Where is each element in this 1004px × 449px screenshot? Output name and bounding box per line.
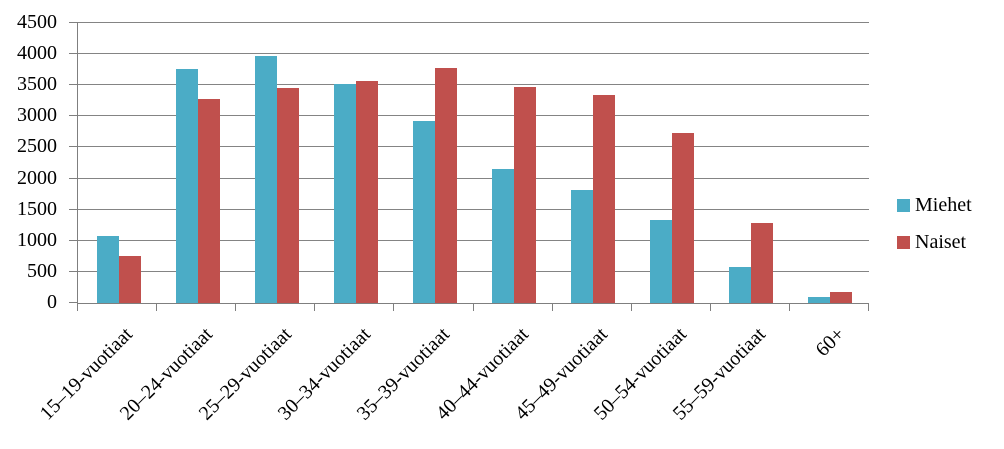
legend-item-naiset: Naiset	[897, 231, 972, 253]
gridline-3500	[78, 84, 869, 86]
x-tick-9	[788, 304, 790, 311]
bar-naiset-1	[118, 256, 141, 303]
x-tick-5	[472, 304, 474, 311]
y-tick-2000	[69, 177, 78, 179]
gridline-4000	[78, 53, 869, 55]
gridline-4500	[78, 22, 869, 23]
legend-item-miehet: Miehet	[897, 194, 972, 216]
x-tick-8	[709, 304, 711, 311]
y-tick-label-500: 500	[27, 259, 57, 282]
miehet-series-swatch	[897, 198, 910, 212]
y-tick-4000	[69, 53, 78, 55]
y-tick-label-1500: 1500	[17, 197, 57, 220]
y-tick-4500	[69, 22, 78, 23]
y-tick-label-4000: 4000	[17, 42, 57, 65]
gridline-2500	[78, 146, 869, 148]
x-tick-7	[630, 304, 632, 311]
bar-miehet-1	[96, 235, 119, 303]
x-tick-0	[77, 304, 78, 311]
x-tick-2	[235, 304, 237, 311]
bar-naiset-3	[276, 87, 299, 303]
y-tick-label-0: 0	[47, 291, 57, 313]
y-tick-1500	[69, 208, 78, 210]
y-tick-label-2500: 2500	[17, 135, 57, 158]
bar-naiset-9	[751, 222, 774, 303]
plot-area	[77, 22, 869, 304]
bar-naiset-10	[830, 292, 853, 303]
legend: Miehet Naiset	[897, 194, 972, 268]
gridline-3000	[78, 115, 869, 117]
bar-miehet-8	[650, 220, 673, 303]
y-tick-3500	[69, 84, 78, 86]
legend-label-miehet: Miehet	[915, 194, 972, 216]
bar-miehet-3	[254, 55, 277, 303]
naiset-series-swatch	[897, 235, 910, 249]
x-tick-3	[314, 304, 316, 311]
bar-miehet-2	[175, 69, 198, 303]
x-tick-1	[156, 304, 158, 311]
gridline-1500	[78, 208, 869, 210]
y-tick-label-3500: 3500	[17, 73, 57, 96]
bar-miehet-7	[571, 189, 594, 303]
y-tick-label-3000: 3000	[17, 104, 57, 127]
bar-miehet-6	[492, 169, 514, 303]
bar-miehet-4	[333, 83, 356, 303]
bar-naiset-6	[514, 87, 536, 303]
gridline-2000	[78, 177, 869, 179]
bar-miehet-5	[412, 121, 435, 303]
x-tick-6	[551, 304, 553, 311]
bar-naiset-8	[672, 133, 695, 303]
bar-naiset-2	[197, 98, 220, 303]
x-category-label-10: 60+	[811, 323, 850, 361]
y-tick-500	[69, 270, 78, 272]
y-tick-0	[69, 302, 78, 303]
bar-naiset-5	[434, 67, 457, 303]
y-tick-label-1000: 1000	[17, 228, 57, 251]
x-tick-4	[393, 304, 395, 311]
y-tick-label-2000: 2000	[17, 166, 57, 189]
bar-miehet-9	[729, 266, 752, 303]
bar-naiset-7	[593, 95, 616, 303]
y-tick-2500	[69, 146, 78, 148]
bar-naiset-4	[355, 80, 378, 303]
legend-label-naiset: Naiset	[915, 231, 967, 253]
y-tick-3000	[69, 115, 78, 117]
gridline-500	[78, 270, 869, 272]
x-tick-10	[868, 304, 869, 311]
gridline-1000	[78, 239, 869, 241]
bar-miehet-10	[808, 296, 831, 303]
y-tick-1000	[69, 239, 78, 241]
y-tick-label-4500: 4500	[17, 11, 57, 33]
